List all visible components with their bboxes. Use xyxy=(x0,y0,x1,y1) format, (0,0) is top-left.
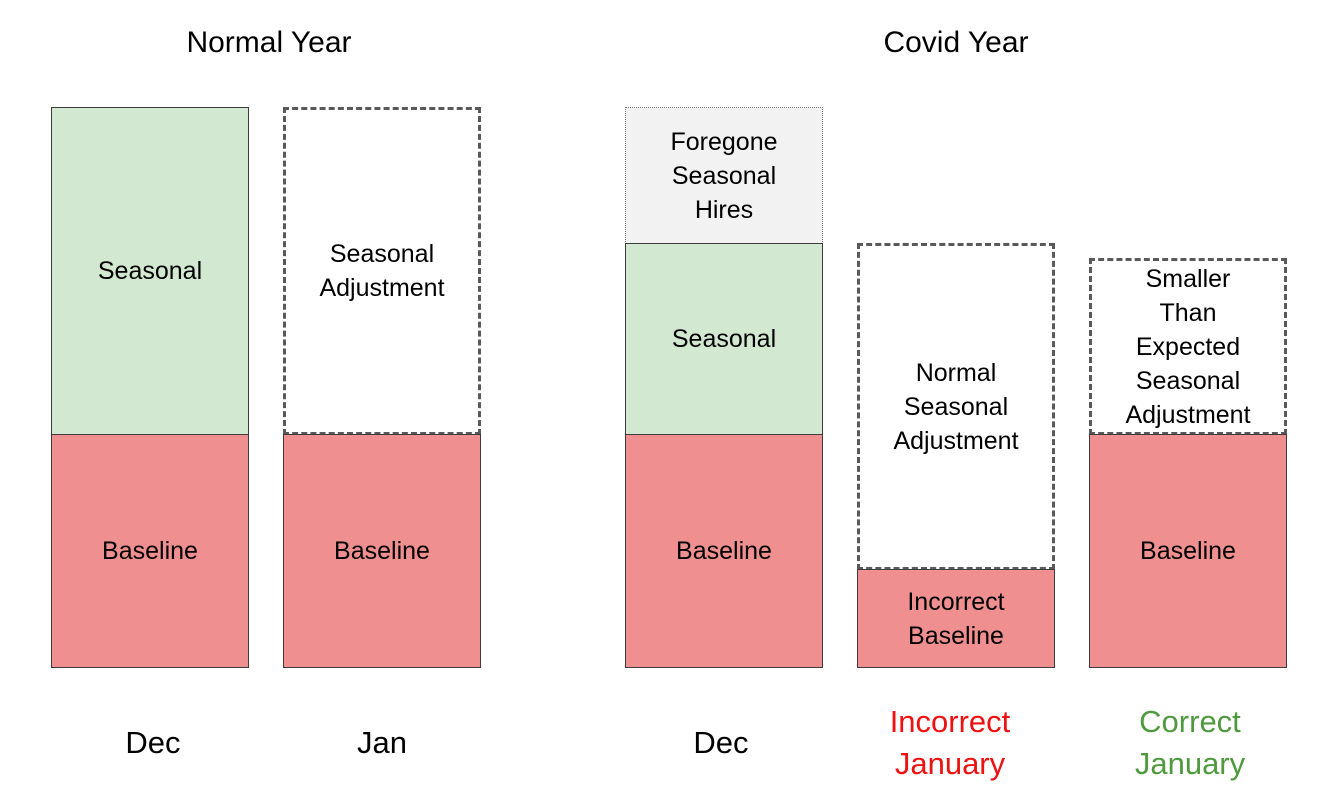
covid-dec-baseline-block: Baseline xyxy=(625,434,823,668)
correct-jan-smaller-adjustment-block: Smaller Than Expected Seasonal Adjustmen… xyxy=(1089,258,1287,435)
normal-dec-seasonal-block: Seasonal xyxy=(51,107,249,435)
incorrect-jan-baseline-block: Incorrect Baseline xyxy=(857,569,1055,668)
correct-january-label: Correct January xyxy=(1134,704,1246,781)
normal-jan-seasonal-adjustment-block: Seasonal Adjustment xyxy=(283,107,481,435)
incorrect-january-label: Incorrect January xyxy=(889,704,1011,781)
normal-jan-baseline-block: Baseline xyxy=(283,434,481,668)
covid-dec-seasonal-block: Seasonal xyxy=(625,243,823,435)
normal-dec-label: Dec xyxy=(125,725,181,760)
normal-dec-baseline-block: Baseline xyxy=(51,434,249,668)
normal-year-title: Normal Year xyxy=(186,26,352,59)
normal-jan-label: Jan xyxy=(357,725,407,760)
correct-jan-baseline-block: Baseline xyxy=(1089,434,1287,668)
covid-year-title: Covid Year xyxy=(883,26,1029,59)
incorrect-jan-normal-adjustment-block: Normal Seasonal Adjustment xyxy=(857,243,1055,570)
covid-dec-foregone-hires-block: Foregone Seasonal Hires xyxy=(625,107,823,244)
covid-dec-label: Dec xyxy=(693,725,749,760)
